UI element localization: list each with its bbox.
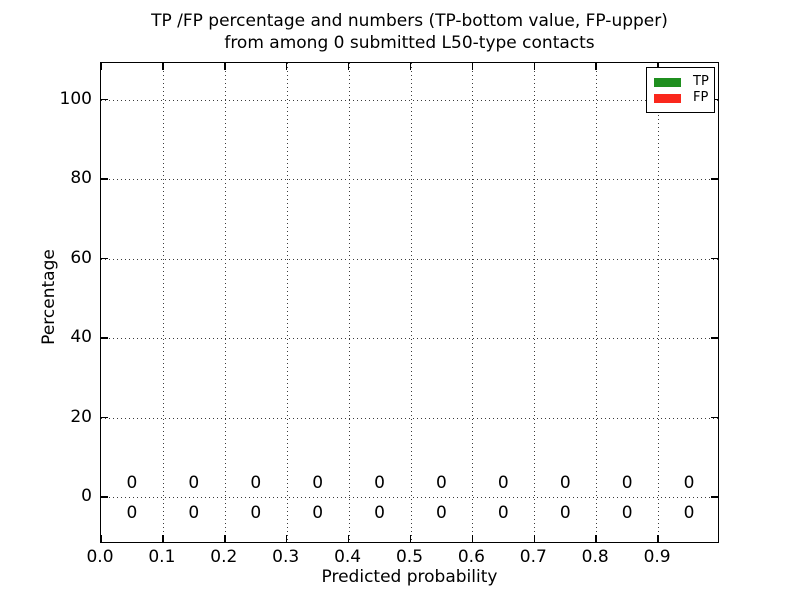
y-gridline (101, 417, 718, 419)
y-tick-mark-right (711, 257, 718, 260)
x-tick-mark (162, 535, 164, 542)
fp-count-label: 0 (250, 473, 262, 494)
x-tick-label: 0.0 (86, 547, 114, 567)
legend-label-fp: FP (693, 90, 709, 105)
chart-title: TP /FP percentage and numbers (TP-bottom… (100, 10, 719, 54)
x-tick-label: 0.4 (334, 547, 362, 567)
tp-count-label: 0 (436, 503, 447, 524)
tp-count-label: 0 (497, 503, 509, 524)
tp-count-label: 0 (683, 503, 695, 524)
tp-count-label: 0 (188, 503, 200, 524)
x-tick-mark (285, 535, 288, 542)
x-axis-label: Predicted probability (321, 567, 498, 587)
x-gridline (472, 63, 474, 542)
fp-count-label: 0 (497, 473, 509, 494)
y-tick-mark-right (711, 178, 718, 180)
tp-count-label: 0 (559, 503, 571, 524)
x-tick-mark-top (471, 63, 474, 70)
x-tick-mark-top (533, 63, 536, 70)
y-gridline (101, 338, 718, 340)
x-tick-label: 0.7 (519, 547, 547, 567)
x-tick-mark (409, 535, 412, 542)
x-tick-mark-top (100, 63, 102, 70)
fp-count-label: 0 (126, 473, 138, 494)
y-tick-mark (101, 98, 108, 101)
y-gridline (101, 99, 718, 101)
fp-count-label: 0 (312, 473, 324, 494)
fp-count-label: 0 (559, 473, 571, 494)
tp-count-label: 0 (250, 503, 262, 524)
fp-count-label: 0 (683, 473, 695, 494)
x-tick-mark-top (595, 63, 597, 70)
y-tick-mark (101, 416, 108, 419)
legend-label-tp: TP (693, 74, 709, 89)
y-gridline (101, 179, 718, 181)
fp-count-label: 0 (374, 473, 385, 494)
x-gridline (410, 63, 412, 542)
x-tick-mark-top (224, 63, 226, 70)
y-tick-mark (101, 337, 108, 339)
fp-count-label: 0 (188, 473, 200, 494)
tp-count-label: 0 (621, 503, 633, 524)
x-tick-label: 0.5 (395, 547, 424, 567)
x-tick-label: 0.1 (148, 547, 176, 567)
y-gridline (101, 258, 718, 260)
x-gridline (658, 63, 660, 542)
x-gridline (286, 63, 288, 542)
x-tick-label: 0.6 (457, 547, 485, 567)
y-tick-mark (101, 178, 108, 180)
y-tick-label: 40 (70, 327, 92, 348)
y-tick-mark (101, 496, 108, 498)
x-gridline (162, 63, 164, 542)
y-tick-label: 60 (70, 247, 92, 268)
x-tick-mark (224, 535, 226, 542)
x-gridline (534, 63, 536, 542)
tp-count-label: 0 (312, 503, 324, 524)
y-tick-mark-right (711, 496, 718, 498)
y-tick-label: 100 (59, 88, 92, 109)
tp-color-swatch (654, 77, 681, 87)
plot-area: TP FP 0 0 0 0 0 0 0 0 0 0 0 0 0 0 0 0 0 0 0 0 (100, 62, 719, 543)
x-gridline (348, 63, 350, 542)
x-tick-label: 0.9 (643, 547, 671, 567)
x-tick-mark (657, 535, 659, 542)
x-gridline (224, 63, 226, 542)
fp-color-swatch (654, 93, 681, 103)
y-tick-mark-right (711, 416, 718, 419)
x-tick-label: 0.8 (581, 547, 609, 567)
x-tick-mark (533, 535, 536, 542)
x-tick-mark-top (409, 63, 412, 70)
x-tick-label: 0.2 (210, 547, 238, 567)
x-tick-mark (347, 535, 350, 542)
legend: TP FP (646, 67, 715, 113)
x-tick-mark (595, 535, 597, 542)
tp-count-label: 0 (126, 503, 138, 524)
chart-title-line2: from among 0 submitted L50-type contacts (224, 33, 595, 53)
x-tick-mark-top (162, 63, 164, 70)
y-tick-label: 80 (70, 168, 92, 189)
y-gridline (101, 497, 718, 499)
x-tick-mark (471, 535, 474, 542)
tp-count-label: 0 (374, 503, 385, 524)
legend-item-fp: FP (654, 90, 709, 105)
y-tick-label: 20 (70, 406, 92, 427)
y-tick-label: 0 (81, 486, 92, 507)
x-tick-mark-top (285, 63, 288, 70)
legend-item-tp: TP (654, 74, 709, 89)
chart-title-line1: TP /FP percentage and numbers (TP-bottom… (151, 11, 668, 31)
x-tick-mark (100, 535, 102, 542)
x-tick-label: 0.3 (272, 547, 300, 567)
y-tick-mark (101, 257, 108, 260)
x-tick-mark-top (347, 63, 350, 70)
x-tick-mark-top (657, 63, 659, 70)
fp-count-label: 0 (621, 473, 633, 494)
fp-count-label: 0 (436, 473, 447, 494)
y-tick-mark-right (711, 337, 718, 339)
x-gridline (596, 63, 598, 542)
